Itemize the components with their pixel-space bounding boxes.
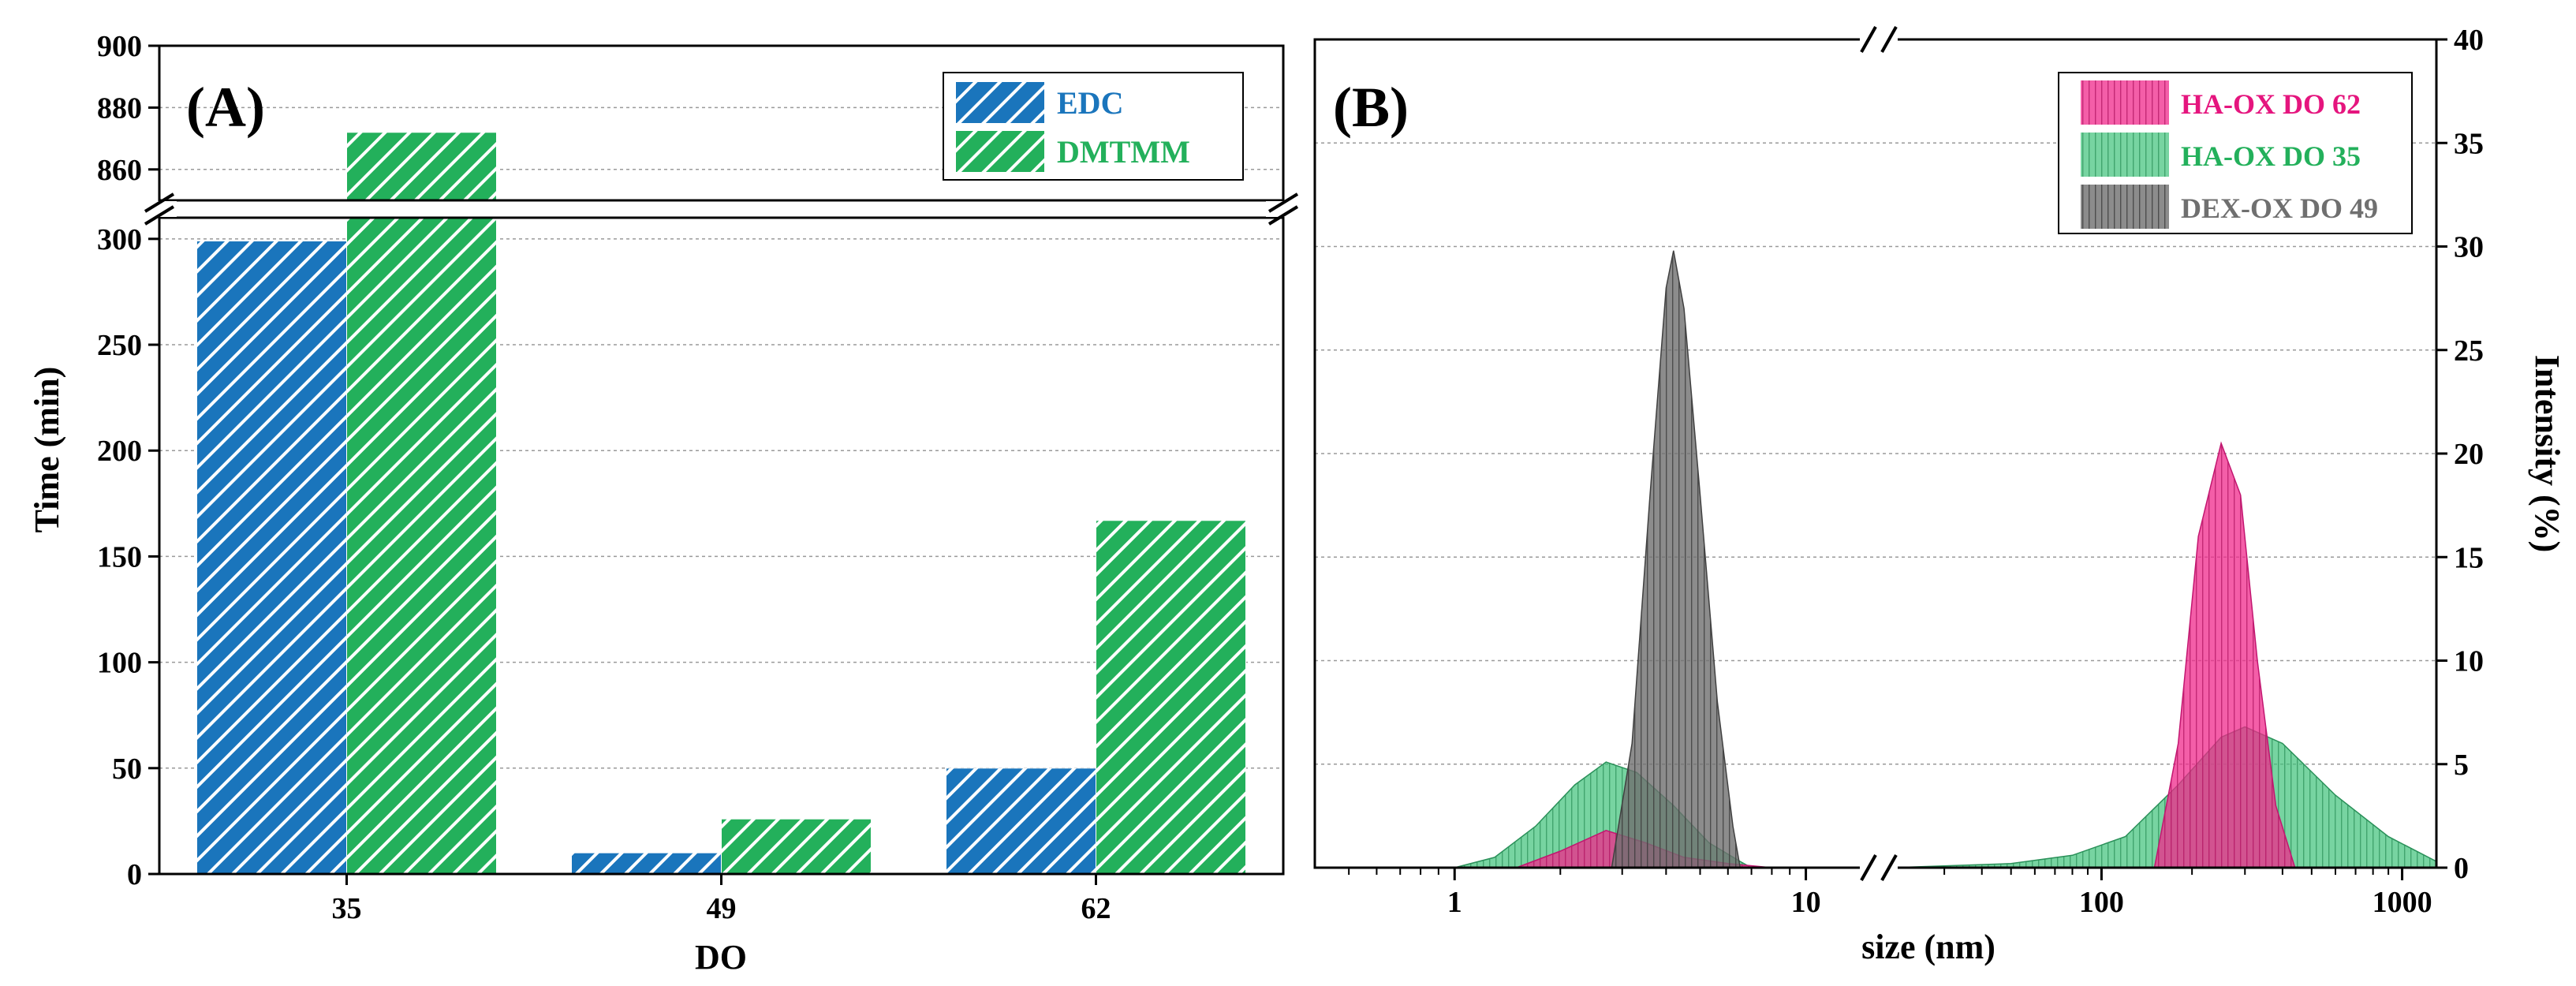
x-tick-label: 10 [1791, 886, 1821, 919]
legend-label-ha-ox-do-35: HA-OX DO 35 [2181, 140, 2361, 172]
y-tick-label: 10 [2454, 645, 2484, 678]
legend-swatch-dmtmm [956, 131, 1044, 172]
y-tick-label: 880 [97, 92, 142, 125]
area-dex-ox-do-49-small-size [1611, 250, 1742, 868]
legend-swatch-edc [956, 82, 1044, 123]
bar-dmtmm-62 [1096, 520, 1246, 875]
legend-swatch-ha-ox-do-35 [2081, 133, 2169, 177]
panel-b-x-axis-label: size (nm) [1861, 928, 1995, 966]
y-tick-label: 35 [2454, 127, 2484, 160]
panel-a-y-axis-label: Time (min) [28, 367, 66, 533]
y-tick-label: 250 [97, 329, 142, 362]
panel-a-bars [196, 132, 1246, 875]
bar-dmtmm-35-lower [346, 217, 497, 875]
panel-a-label: (A) [186, 76, 265, 139]
y-tick-label: 860 [97, 154, 142, 187]
panel-a-upper-frame [158, 44, 1285, 202]
y-tick-label: 40 [2454, 24, 2484, 57]
bar-dmtmm-35-upper [346, 132, 497, 201]
legend-swatch-dex-ox-do-49 [2081, 185, 2169, 229]
x-tick-label: 1000 [2373, 886, 2432, 919]
legend-swatch-ha-ox-do-62 [2081, 80, 2169, 125]
panel-b-areas [1454, 250, 2437, 868]
bar-edc-35 [196, 241, 347, 875]
bar-edc-62 [946, 768, 1096, 875]
y-tick-label: 5 [2454, 749, 2469, 782]
panel-a-axis-break-marks [142, 192, 1301, 226]
y-tick-label: 900 [97, 30, 142, 63]
x-tick-label: 35 [332, 892, 362, 925]
x-tick-label: 62 [1081, 892, 1111, 925]
panel-a-legend: EDC DMTMM [943, 72, 1244, 181]
panel-b-gridlines [1315, 142, 2436, 765]
y-tick-label: 0 [127, 858, 142, 891]
y-tick-label: 100 [97, 647, 142, 680]
y-tick-label: 25 [2454, 334, 2484, 368]
area-ha-ox-do-62-large-size [2153, 441, 2296, 868]
y-tick-label: 30 [2454, 231, 2484, 264]
bar-dmtmm-49 [721, 818, 872, 875]
x-tick-label: 1 [1447, 886, 1462, 919]
panel-a-x-axis-label: DO [695, 938, 747, 977]
y-tick-label: 200 [97, 435, 142, 468]
x-tick-label: 100 [2079, 886, 2124, 919]
bar-edc-49 [571, 852, 722, 875]
panel-b-label: (B) [1333, 76, 1409, 139]
panel-a-y-ticks: 0 50 100 150 200 250 300 860 880 900 [97, 30, 159, 891]
y-tick-label: 50 [112, 753, 142, 786]
legend-label-dex-ox-do-49: DEX-OX DO 49 [2181, 192, 2378, 224]
legend-label-dmtmm: DMTMM [1057, 134, 1190, 170]
panel-a: 0 50 100 150 200 250 300 860 880 900 35 49 62 (A) D… [28, 30, 1301, 977]
panel-b: 0 5 10 15 20 25 30 35 40 1 10 100 1000 (B) size (nm… [1313, 24, 2567, 966]
y-tick-label: 150 [97, 540, 142, 573]
panel-b-y-axis-label: Intensity (%) [2528, 355, 2567, 553]
panel-b-legend: HA-OX DO 62 HA-OX DO 35 DEX-OX DO 49 [2058, 72, 2413, 234]
panel-a-x-ticks: 35 49 62 [332, 874, 1111, 925]
panel-b-y-ticks: 0 5 10 15 20 25 30 35 40 [2436, 24, 2484, 885]
panel-b-x-ticks: 1 10 100 1000 [1348, 868, 2432, 919]
y-tick-label: 300 [97, 223, 142, 256]
y-tick-label: 0 [2454, 852, 2469, 885]
y-tick-label: 15 [2454, 541, 2484, 574]
panel-b-axis-break-marks [1860, 26, 1898, 881]
y-tick-label: 20 [2454, 438, 2484, 471]
legend-label-ha-ox-do-62: HA-OX DO 62 [2181, 88, 2361, 120]
legend-label-edc: EDC [1057, 85, 1123, 121]
x-tick-label: 49 [707, 892, 737, 925]
